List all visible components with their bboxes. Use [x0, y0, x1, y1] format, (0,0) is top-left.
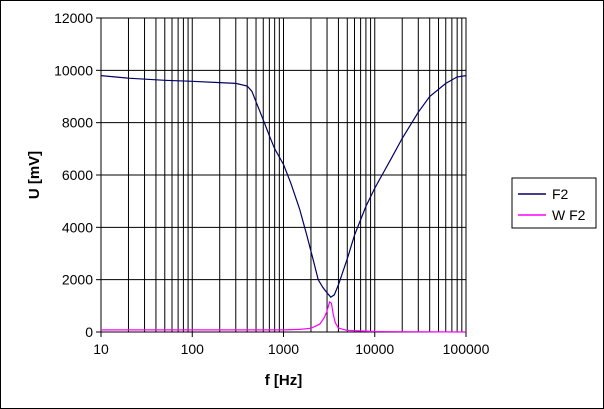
- y-tick-label: 6000: [62, 167, 93, 183]
- legend-label: F2: [552, 186, 569, 202]
- x-axis-title: f [Hz]: [265, 372, 303, 389]
- x-tick-label: 10000: [355, 341, 394, 357]
- series-layer: [100, 75, 467, 333]
- x-tick-label: 100: [181, 341, 205, 357]
- x-tick-label: 10: [93, 341, 109, 357]
- series-line-f2: [100, 75, 467, 298]
- y-tick-label: 0: [85, 324, 93, 340]
- series-line-w-f2: [101, 300, 467, 333]
- y-tick-label: 12000: [54, 10, 93, 26]
- y-axis-title: U [mV]: [26, 151, 43, 199]
- legend: F2 W F2: [511, 177, 597, 229]
- legend-box: [511, 177, 597, 229]
- y-tick-label: 2000: [62, 272, 93, 288]
- legend-label: W F2: [552, 207, 586, 223]
- x-tick-label: 100000: [443, 341, 490, 357]
- x-tick-label: 1000: [268, 341, 299, 357]
- x-axis-ticks: 10 100 1000 10000 100000: [93, 332, 490, 357]
- y-axis-ticks: 0 2000 4000 6000 8000 10000 12000: [54, 10, 101, 340]
- y-tick-label: 4000: [62, 219, 93, 235]
- y-tick-label: 8000: [62, 115, 93, 131]
- y-tick-label: 10000: [54, 62, 93, 78]
